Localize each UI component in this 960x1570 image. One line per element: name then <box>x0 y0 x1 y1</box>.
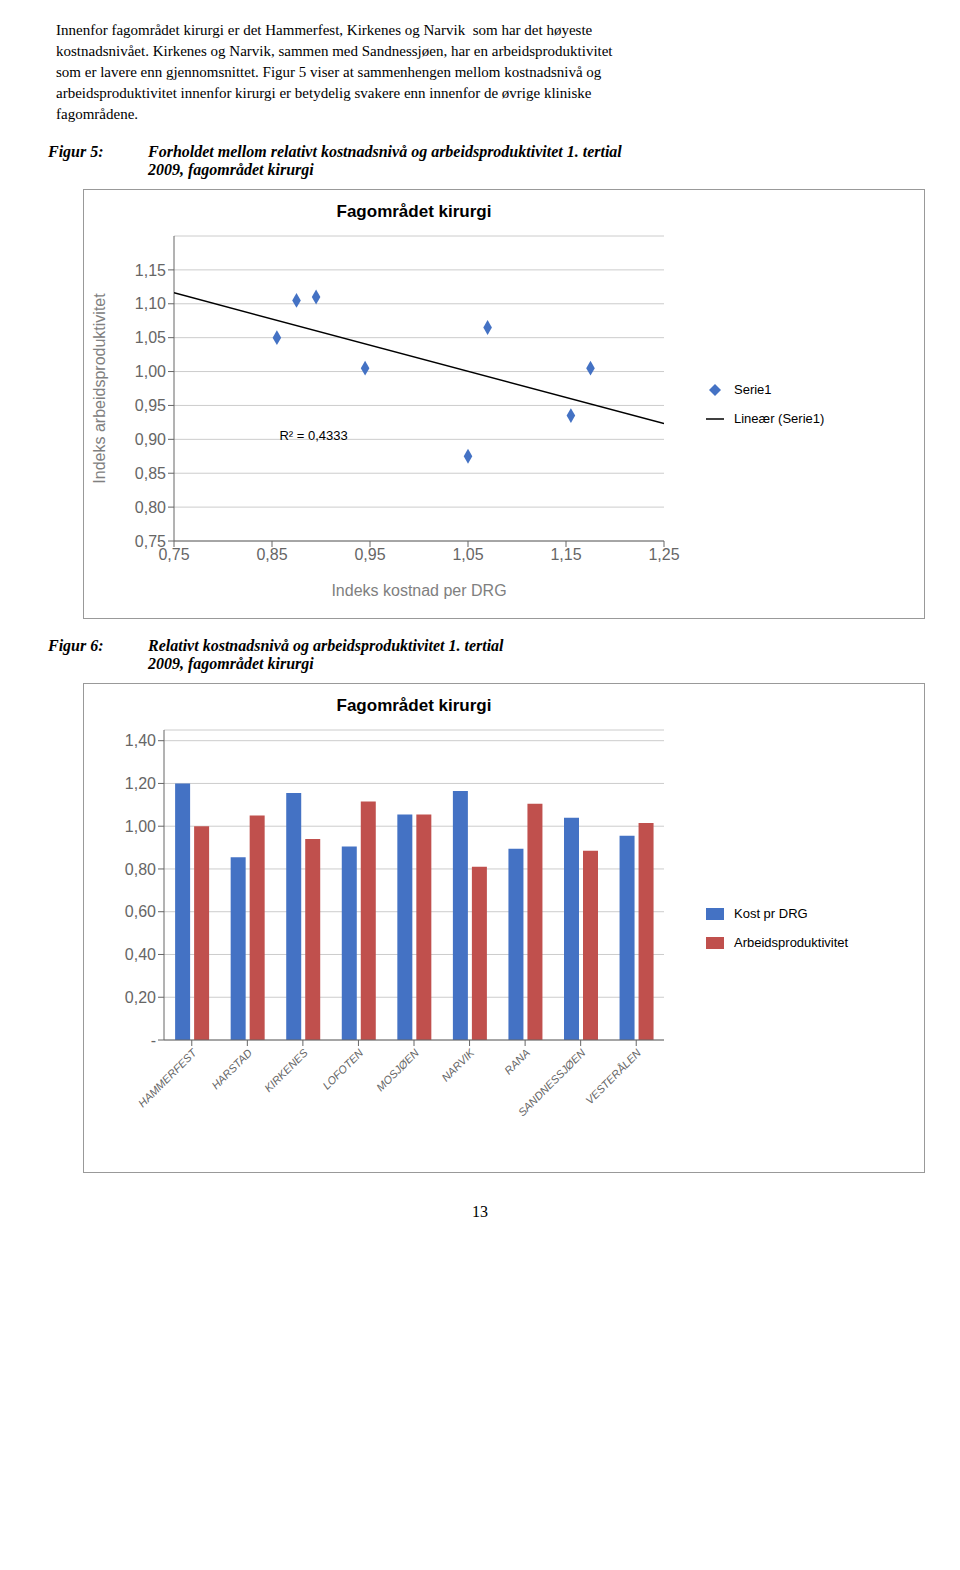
svg-text:-: - <box>151 1032 156 1049</box>
svg-text:1,05: 1,05 <box>135 329 166 346</box>
svg-text:NARVIK: NARVIK <box>439 1046 477 1084</box>
html-text:Fagområdet kirurgi: Fagområdet kirurgi <box>336 202 492 221</box>
svg-text:0,95: 0,95 <box>135 397 166 414</box>
svg-text:0,40: 0,40 <box>125 946 156 963</box>
svg-text:LOFOTEN: LOFOTEN <box>320 1046 365 1091</box>
svg-text:R² = 0,4333: R² = 0,4333 <box>279 428 347 443</box>
svg-text:0,80: 0,80 <box>135 499 166 516</box>
html-text:Forholdet mellom relativt kost: Forholdet mellom relativt kostnadsnivå o… <box>148 143 622 160</box>
svg-text:MOSJØEN: MOSJØEN <box>374 1046 421 1093</box>
svg-text:0,80: 0,80 <box>125 861 156 878</box>
html-text:arbeidsproduktivitet innenfor: arbeidsproduktivitet innenfor kirurgi er… <box>56 85 592 101</box>
html-text:13: 13 <box>472 1203 488 1220</box>
svg-text:0,60: 0,60 <box>125 903 156 920</box>
html-text:Kost pr DRG: Kost pr DRG <box>734 906 808 921</box>
svg-text:0,95: 0,95 <box>354 546 385 563</box>
svg-text:Indeks kostnad per DRG: Indeks kostnad per DRG <box>331 582 506 599</box>
svg-text:0,20: 0,20 <box>125 989 156 1006</box>
svg-text:1,00: 1,00 <box>125 818 156 835</box>
svg-text:1,20: 1,20 <box>125 775 156 792</box>
svg-text:RANA: RANA <box>502 1046 532 1076</box>
svg-text:HAMMERFEST: HAMMERFEST <box>136 1046 200 1110</box>
html-text:Relativt kostnadsnivå og arbei: Relativt kostnadsnivå og arbeidsprodukti… <box>148 637 504 654</box>
svg-text:0,75: 0,75 <box>158 546 190 564</box>
html-text:Serie1: Serie1 <box>734 382 772 397</box>
svg-text:1,25: 1,25 <box>648 546 679 563</box>
html-text:Figur 5:: Figur 5: <box>48 143 104 160</box>
html-text:kostnadsnivået. Kirkenes og Na: kostnadsnivået. Kirkenes og Narvik, samm… <box>56 43 613 59</box>
svg-text:1,15: 1,15 <box>550 546 581 563</box>
html-text:2009, fagområdet kirurgi: 2009, fagområdet kirurgi <box>148 655 314 672</box>
svg-text:1,40: 1,40 <box>125 732 156 749</box>
html-text:som er lavere enn gjennomsnitt: som er lavere enn gjennomsnittet. Figur … <box>56 64 602 80</box>
html-text:fagområdene.: fagområdene. <box>56 106 138 122</box>
svg-text:VESTERÅLEN: VESTERÅLEN <box>583 1046 643 1106</box>
svg-text:KIRKENES: KIRKENES <box>262 1046 310 1094</box>
svg-text:1,05: 1,05 <box>452 546 483 563</box>
svg-text:0,90: 0,90 <box>135 431 166 448</box>
svg-text:1,15: 1,15 <box>135 262 166 279</box>
svg-text:1,10: 1,10 <box>135 295 166 312</box>
html-text:Innenfor fagområdet kirurgi er: Innenfor fagområdet kirurgi er det Hamme… <box>56 22 593 38</box>
svg-text:1,00: 1,00 <box>135 363 166 380</box>
svg-text:SANDNESSJØEN: SANDNESSJØEN <box>516 1046 588 1118</box>
svg-text:0,75: 0,75 <box>135 533 166 550</box>
svg-text:0,85: 0,85 <box>135 465 166 482</box>
svg-text:0,85: 0,85 <box>256 546 287 563</box>
svg-text:Indeks arbeidsproduktivitet: Indeks arbeidsproduktivitet <box>91 293 108 484</box>
html-text:Figur 6:: Figur 6: <box>48 637 104 654</box>
svg-text:HARSTAD: HARSTAD <box>209 1046 254 1091</box>
html-text:Fagområdet kirurgi: Fagområdet kirurgi <box>336 696 492 715</box>
html-text:Lineær (Serie1): Lineær (Serie1) <box>734 411 825 426</box>
html-text:Arbeidsproduktivitet: Arbeidsproduktivitet <box>734 935 849 950</box>
html-text:2009, fagområdet kirurgi: 2009, fagområdet kirurgi <box>148 161 314 178</box>
